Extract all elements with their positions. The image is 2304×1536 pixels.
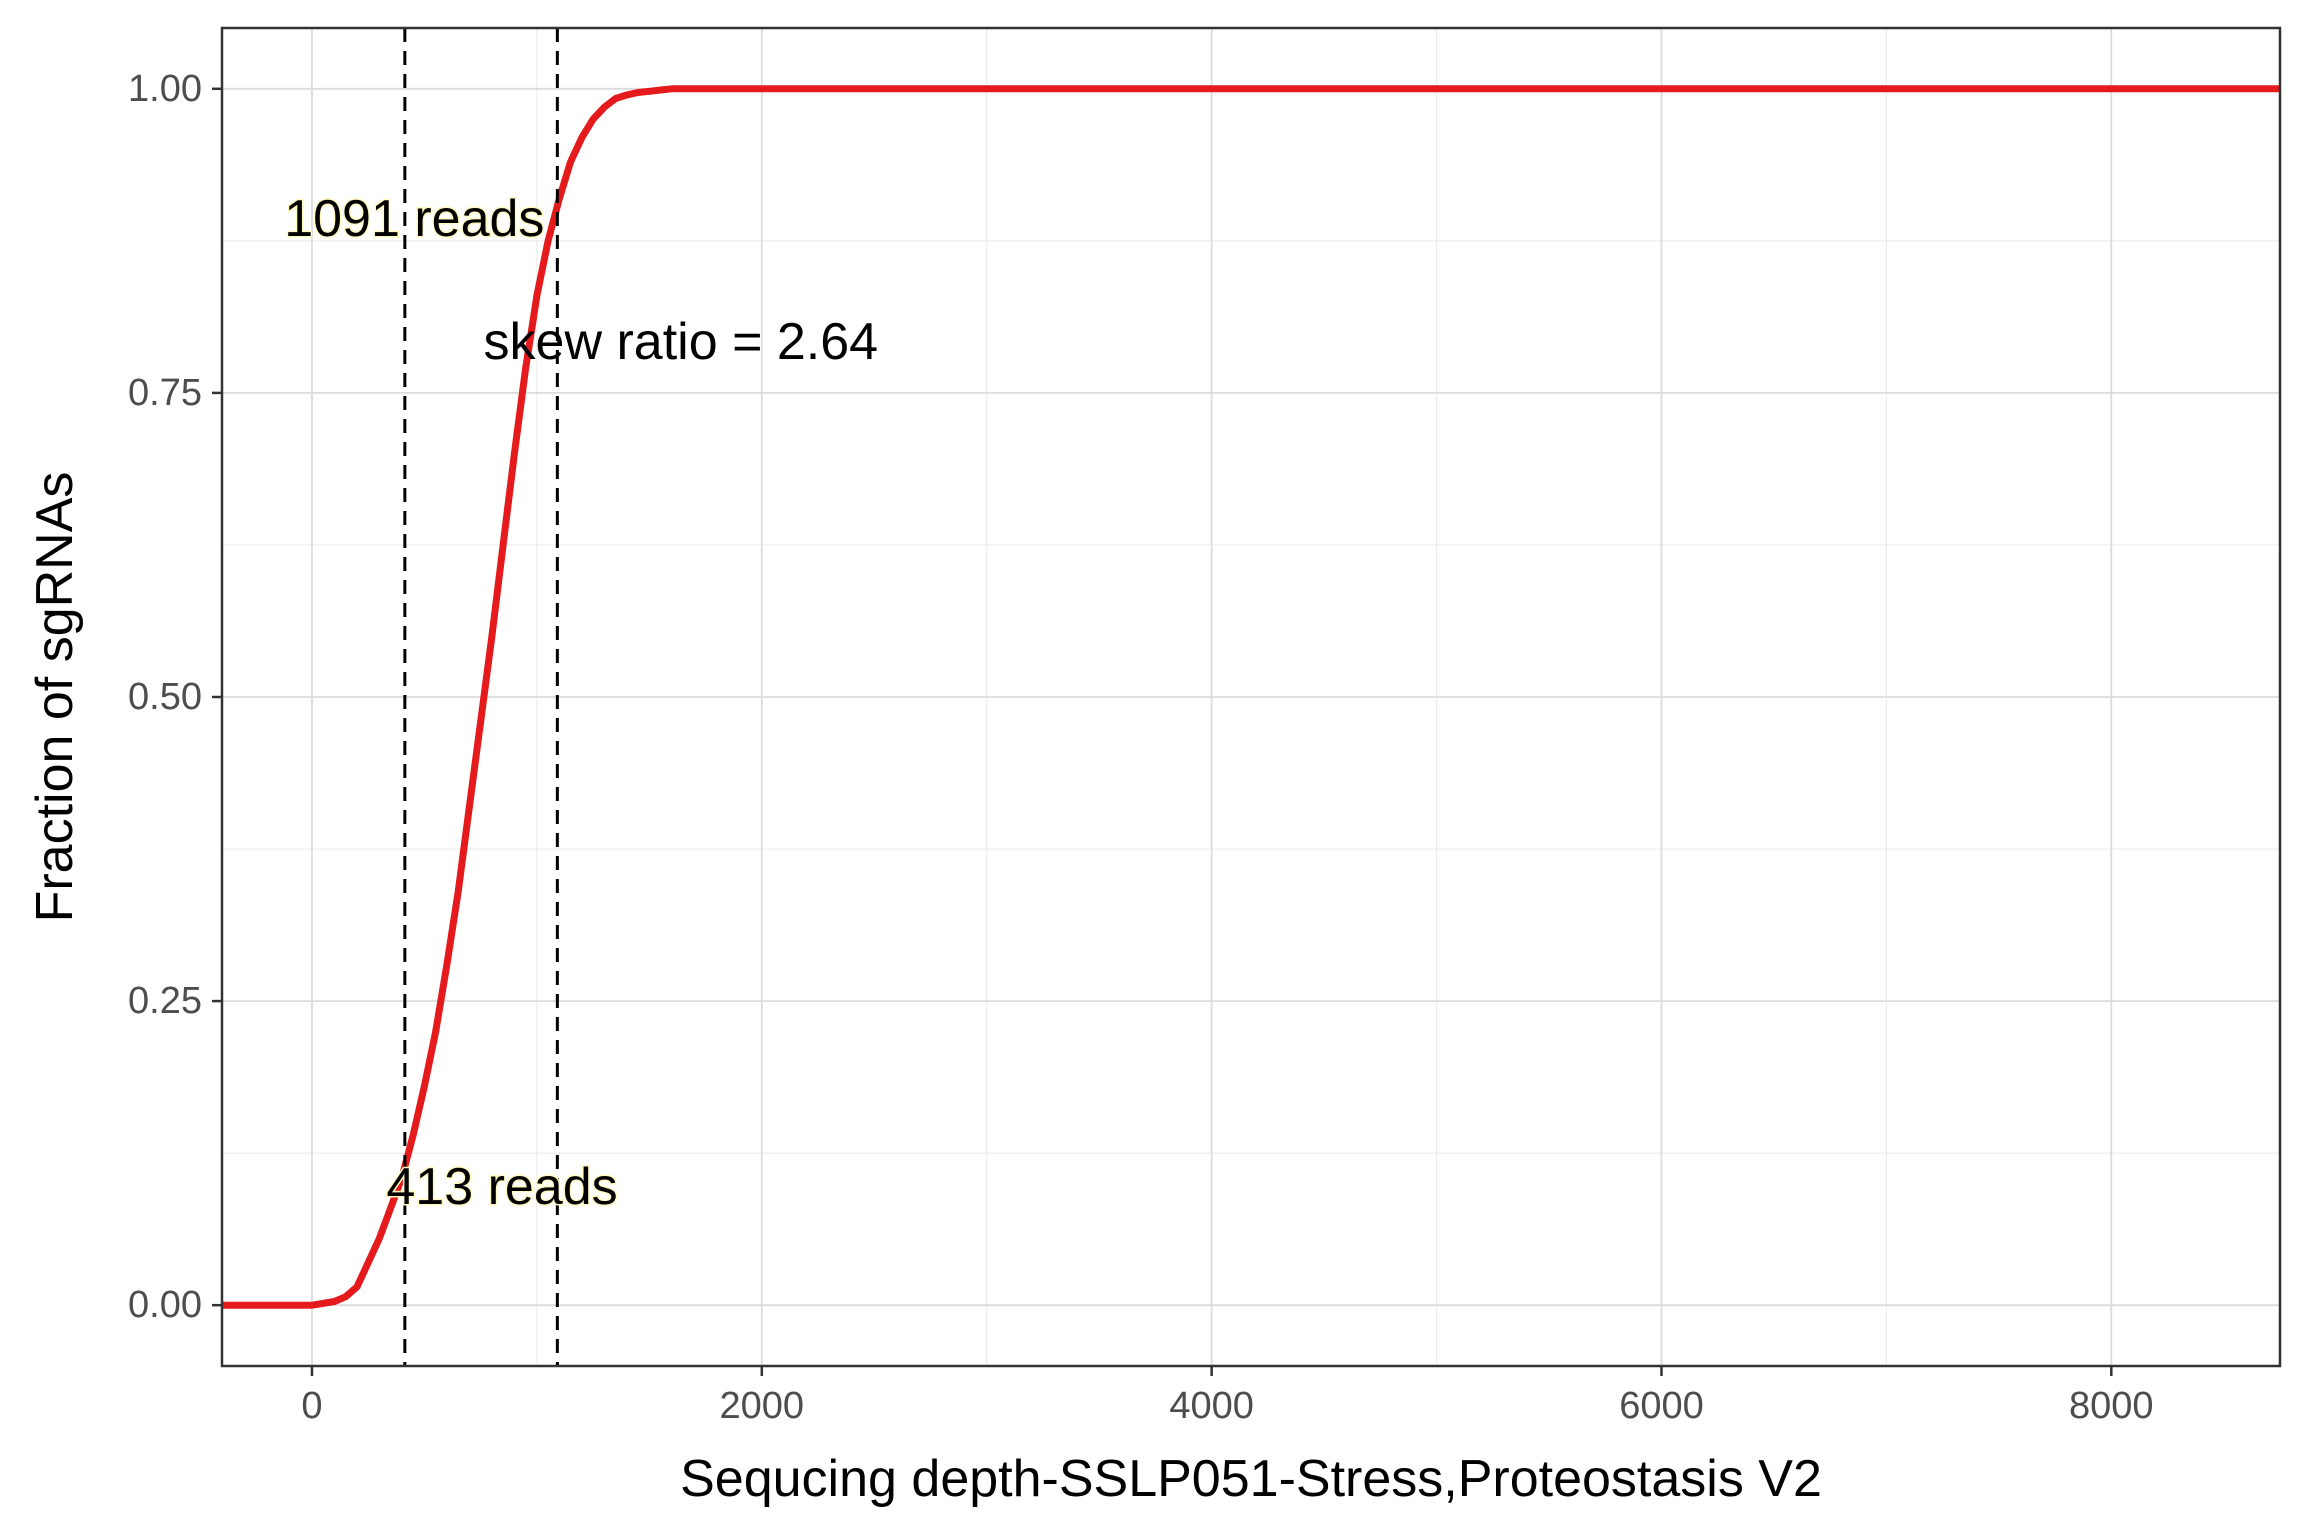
x-tick-label: 8000 bbox=[2069, 1385, 2154, 1427]
annotations: 1091 reads skew ratio = 2.64 413 reads bbox=[283, 188, 879, 1217]
grid-minor bbox=[222, 28, 2280, 1366]
y-tick-label: 0.50 bbox=[128, 676, 202, 718]
x-tick-label: 2000 bbox=[720, 1385, 805, 1427]
annotation-label: 1091 reads bbox=[284, 190, 544, 248]
y-tick-label: 1.00 bbox=[128, 68, 202, 110]
y-axis: 0.00 0.25 0.50 0.75 1.00 bbox=[128, 68, 222, 1326]
x-tick-label: 6000 bbox=[1619, 1385, 1704, 1427]
x-axis-title: Sequcing depth-SSLP051-Stress,Proteostas… bbox=[680, 1450, 1822, 1508]
series bbox=[222, 85, 2280, 1309]
annotation-label: skew ratio = 2.64 bbox=[484, 313, 879, 371]
annotation-label: 413 reads bbox=[386, 1158, 617, 1216]
y-tick-label: 0.25 bbox=[128, 980, 202, 1022]
x-tick-label: 0 bbox=[301, 1385, 322, 1427]
x-axis: 0 2000 4000 6000 8000 bbox=[301, 1366, 2154, 1427]
reference-lines bbox=[403, 28, 559, 1366]
x-tick-label: 4000 bbox=[1169, 1385, 1254, 1427]
y-tick-label: 0.75 bbox=[128, 372, 202, 414]
series-line bbox=[222, 85, 2280, 1309]
y-axis-title: Fraction of sgRNAs bbox=[26, 472, 84, 923]
y-tick-label: 0.00 bbox=[128, 1284, 202, 1326]
